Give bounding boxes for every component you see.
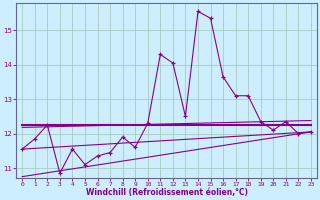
X-axis label: Windchill (Refroidissement éolien,°C): Windchill (Refroidissement éolien,°C): [85, 188, 248, 197]
